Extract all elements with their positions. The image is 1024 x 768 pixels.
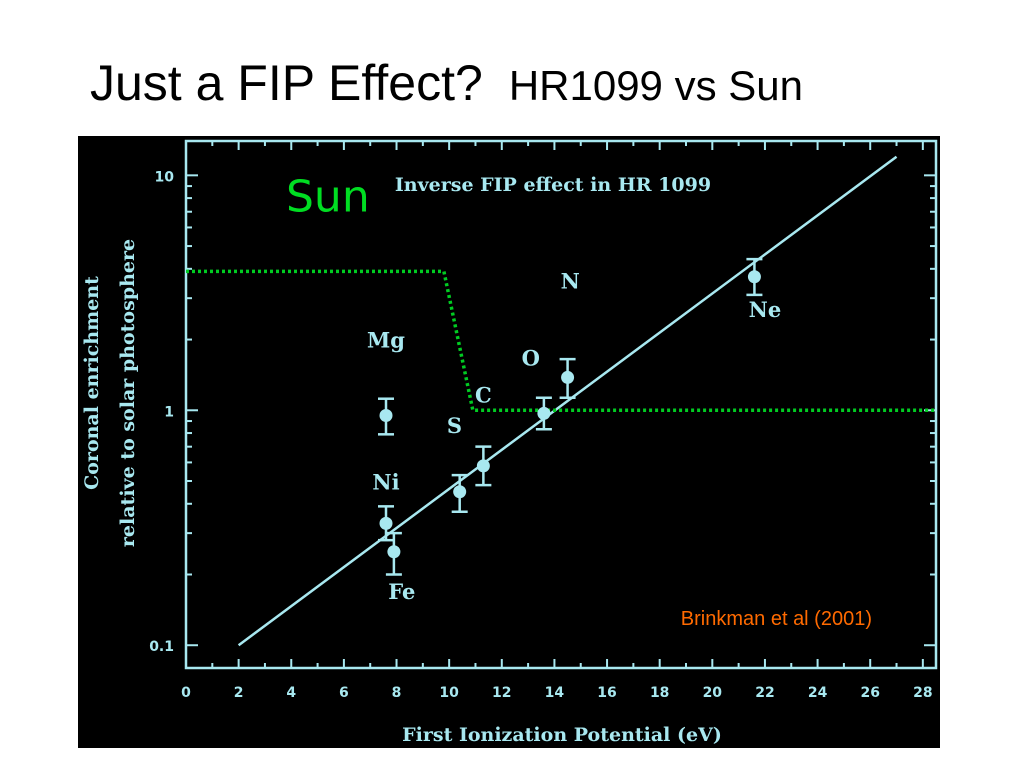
fit-line [237,155,898,647]
y-tick-label: 1 [164,404,174,420]
x-tick-label: 8 [392,685,402,701]
data-point-mg: Mg [367,328,405,436]
element-label: Ni [372,470,399,495]
element-label: C [475,382,492,407]
slide-title-subtitle: HR1099 vs Sun [508,62,803,109]
data-marker [379,409,393,423]
x-tick-label: 26 [860,685,879,701]
data-point-s: S [447,413,468,513]
chart-title: Inverse FIP effect in HR 1099 [395,174,711,196]
element-label: Fe [388,579,415,604]
sun-layer [186,269,936,413]
x-tick-label: 24 [808,685,828,701]
chart-panel-background [78,136,940,748]
x-axis-label: First Ionization Potential (eV) [402,724,722,746]
data-point-o: O [522,346,552,431]
citation: Brinkman et al (2001) [681,608,872,630]
sun-curve [186,269,936,413]
x-tick-label: 2 [234,685,244,701]
y-tick-label: 0.1 [149,639,174,655]
data-point-fe: Fe [385,531,415,604]
data-point-c: C [475,382,492,487]
element-label: S [447,413,462,438]
data-marker [387,545,401,559]
data-marker [537,406,551,420]
data-marker [476,459,490,473]
element-label: Ne [749,297,782,322]
slide-title-main: Just a FIP Effect? [90,55,483,111]
x-tick-label: 4 [286,685,296,701]
slide-title: Just a FIP Effect? HR1099 vs Sun [90,58,803,108]
x-tick-label: 22 [755,685,774,701]
element-label: O [522,346,540,371]
x-tick-label: 10 [439,685,459,701]
x-tick-label: 18 [650,685,669,701]
data-point-n: N [559,268,580,400]
data-point-ne: Ne [746,257,782,322]
plot-frame [184,139,938,670]
x-tick-label: 14 [545,685,565,701]
element-label: N [561,268,580,293]
element-label: Mg [367,328,405,353]
points-layer: Mg Ni Fe SC O N Ne [367,257,782,604]
fit-layer [237,155,898,647]
data-point-ni: Ni [372,470,400,542]
x-tick-label: 16 [597,685,616,701]
data-marker [561,370,575,384]
x-tick-label: 28 [913,685,932,701]
x-tick-label: 0 [181,685,191,701]
x-tick-label: 20 [703,685,723,701]
data-marker [747,270,761,284]
x-tick-label: 6 [339,685,349,701]
sun-label: Sun [286,172,370,223]
data-marker [453,485,467,499]
y-axis-label-line2: relative to solar photosphere [117,239,139,547]
y-tick-label: 10 [155,169,175,185]
data-marker [379,516,393,530]
x-tick-label: 12 [492,685,511,701]
y-axis-label-line1: Coronal enrichment [81,276,103,490]
